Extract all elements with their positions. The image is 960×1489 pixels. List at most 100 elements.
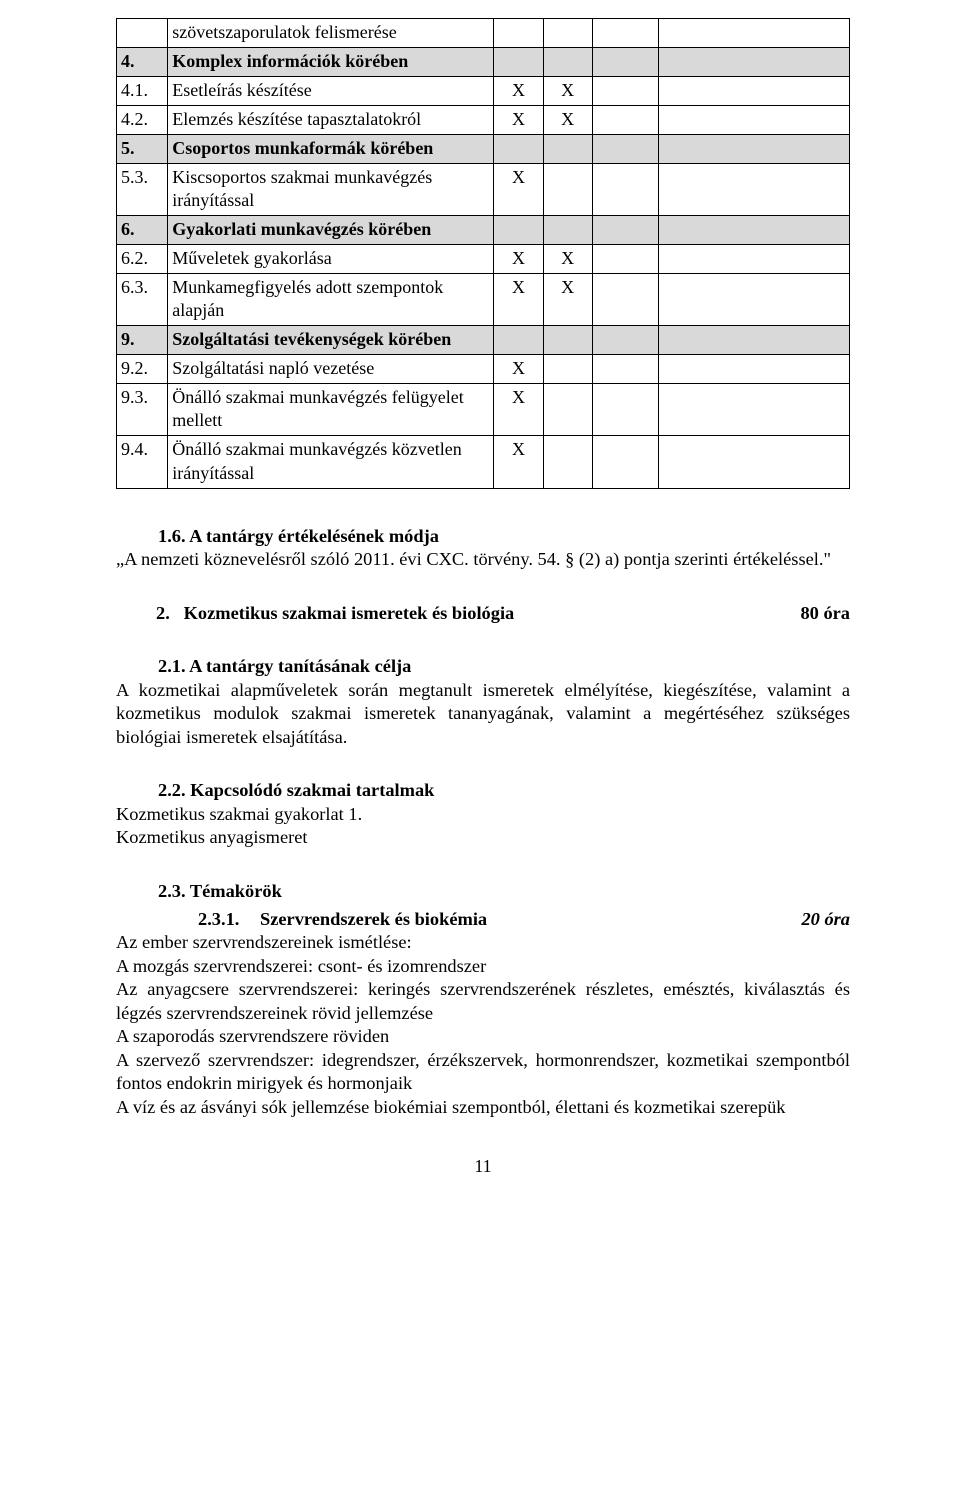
table-cell: 9.2. xyxy=(117,355,168,384)
table-row: 5.3.Kiscsoportos szakmai munkavégzés irá… xyxy=(117,164,850,216)
table-row: 6.Gyakorlati munkavégzés körében xyxy=(117,216,850,245)
section-2-hours: 80 óra xyxy=(770,602,850,626)
table-cell xyxy=(543,164,592,216)
topic-line: A mozgás szervrendszerei: csont- és izom… xyxy=(116,955,850,979)
table-cell xyxy=(659,384,850,436)
topic-line: A víz és az ásványi sók jellemzése bioké… xyxy=(116,1096,850,1120)
table-cell: 9.4. xyxy=(117,436,168,488)
table-row: 9.4.Önálló szakmai munkavégzés közvetlen… xyxy=(117,436,850,488)
table-cell: X xyxy=(494,245,543,274)
table-cell xyxy=(659,355,850,384)
table-row: 9.2.Szolgáltatási napló vezetéseX xyxy=(117,355,850,384)
table-cell xyxy=(494,326,543,355)
table-cell xyxy=(494,19,543,48)
table-cell xyxy=(592,355,659,384)
table-cell: Kiscsoportos szakmai munkavégzés irányít… xyxy=(168,164,494,216)
table-cell: Esetleírás készítése xyxy=(168,77,494,106)
table-cell xyxy=(592,135,659,164)
table-cell xyxy=(543,384,592,436)
section-2-2: 2.2. Kapcsolódó szakmai tartalmak Kozmet… xyxy=(116,779,850,850)
topic-body: Az ember szervrendszereinek ismétlése:A … xyxy=(116,931,850,1119)
table-cell: Komplex információk körében xyxy=(168,48,494,77)
table-cell xyxy=(592,326,659,355)
table-cell xyxy=(592,77,659,106)
table-cell: Önálló szakmai munkavégzés felügyelet me… xyxy=(168,384,494,436)
competency-table: szövetszaporulatok felismerése4.Komplex … xyxy=(116,18,850,489)
section-2: 2. Kozmetikus szakmai ismeretek és bioló… xyxy=(116,602,850,626)
table-cell xyxy=(543,19,592,48)
table-cell xyxy=(592,274,659,326)
table-cell xyxy=(659,245,850,274)
table-cell: Munkamegfigyelés adott szempontok alapjá… xyxy=(168,274,494,326)
table-cell: szövetszaporulatok felismerése xyxy=(168,19,494,48)
section-2-3: 2.3. Témakörök 2.3.1. Szervrendszerek és… xyxy=(116,880,850,1119)
topic-number: 2.3.1. xyxy=(198,908,260,932)
table-cell xyxy=(659,48,850,77)
table-cell: Szolgáltatási napló vezetése xyxy=(168,355,494,384)
section-2-2-line2: Kozmetikus anyagismeret xyxy=(116,826,850,850)
table-cell: Önálló szakmai munkavégzés közvetlen irá… xyxy=(168,436,494,488)
table-cell xyxy=(659,106,850,135)
table-row: 9.Szolgáltatási tevékenységek körében xyxy=(117,326,850,355)
topic-hours: 20 óra xyxy=(770,908,850,932)
table-cell: 9. xyxy=(117,326,168,355)
topic-line: A szaporodás szervrendszere röviden xyxy=(116,1025,850,1049)
section-2-2-line1: Kozmetikus szakmai gyakorlat 1. xyxy=(116,803,850,827)
table-cell: 5.3. xyxy=(117,164,168,216)
table-cell: 4. xyxy=(117,48,168,77)
table-cell xyxy=(592,106,659,135)
table-cell: 6.2. xyxy=(117,245,168,274)
table-row: 4.2.Elemzés készítése tapasztalatokrólXX xyxy=(117,106,850,135)
table-row: 5.Csoportos munkaformák körében xyxy=(117,135,850,164)
table-cell: Műveletek gyakorlása xyxy=(168,245,494,274)
section-2-1-body: A kozmetikai alapműveletek során megtanu… xyxy=(116,679,850,750)
topic-line: Az anyagcsere szervrendszerei: keringés … xyxy=(116,978,850,1025)
table-cell: 5. xyxy=(117,135,168,164)
table-cell: Szolgáltatási tevékenységek körében xyxy=(168,326,494,355)
table-row: 6.2.Műveletek gyakorlásaXX xyxy=(117,245,850,274)
table-cell xyxy=(592,384,659,436)
table-cell: X xyxy=(494,164,543,216)
table-cell xyxy=(659,164,850,216)
table-cell xyxy=(543,436,592,488)
table-cell xyxy=(659,274,850,326)
page-number: 11 xyxy=(116,1155,850,1178)
table-cell: X xyxy=(543,106,592,135)
table-cell xyxy=(592,436,659,488)
topic-line: Az ember szervrendszereinek ismétlése: xyxy=(116,931,850,955)
section-2-1: 2.1. A tantárgy tanításának célja A kozm… xyxy=(116,655,850,749)
table-cell: 6. xyxy=(117,216,168,245)
table-cell: 4.1. xyxy=(117,77,168,106)
table-row: 9.3.Önálló szakmai munkavégzés felügyele… xyxy=(117,384,850,436)
table-cell xyxy=(592,48,659,77)
table-row: szövetszaporulatok felismerése xyxy=(117,19,850,48)
section-1-6: 1.6. A tantárgy értékelésének módja „A n… xyxy=(116,525,850,572)
table-cell xyxy=(659,19,850,48)
topic-title: Szervrendszerek és biokémia xyxy=(260,908,770,932)
table-cell xyxy=(592,19,659,48)
section-1-6-body: „A nemzeti köznevelésről szóló 2011. évi… xyxy=(116,548,850,572)
table-cell: Elemzés készítése tapasztalatokról xyxy=(168,106,494,135)
table-cell: X xyxy=(494,274,543,326)
table-cell: X xyxy=(494,355,543,384)
table-cell: X xyxy=(494,77,543,106)
table-row: 6.3.Munkamegfigyelés adott szempontok al… xyxy=(117,274,850,326)
table-cell xyxy=(494,216,543,245)
table-cell: X xyxy=(494,436,543,488)
topic-line: A szervező szervrendszer: idegrendszer, … xyxy=(116,1049,850,1096)
table-cell xyxy=(494,48,543,77)
table-cell xyxy=(543,48,592,77)
table-cell: X xyxy=(494,384,543,436)
table-cell xyxy=(494,135,543,164)
table-cell: X xyxy=(543,77,592,106)
table-cell: Gyakorlati munkavégzés körében xyxy=(168,216,494,245)
section-2-2-heading: 2.2. Kapcsolódó szakmai tartalmak xyxy=(158,779,850,803)
table-cell xyxy=(117,19,168,48)
table-cell: X xyxy=(494,106,543,135)
table-cell: 6.3. xyxy=(117,274,168,326)
section-2-3-heading: 2.3. Témakörök xyxy=(158,880,850,904)
table-cell: Csoportos munkaformák körében xyxy=(168,135,494,164)
section-2-title: 2. Kozmetikus szakmai ismeretek és bioló… xyxy=(156,602,770,626)
table-cell: 9.3. xyxy=(117,384,168,436)
table-cell: X xyxy=(543,274,592,326)
